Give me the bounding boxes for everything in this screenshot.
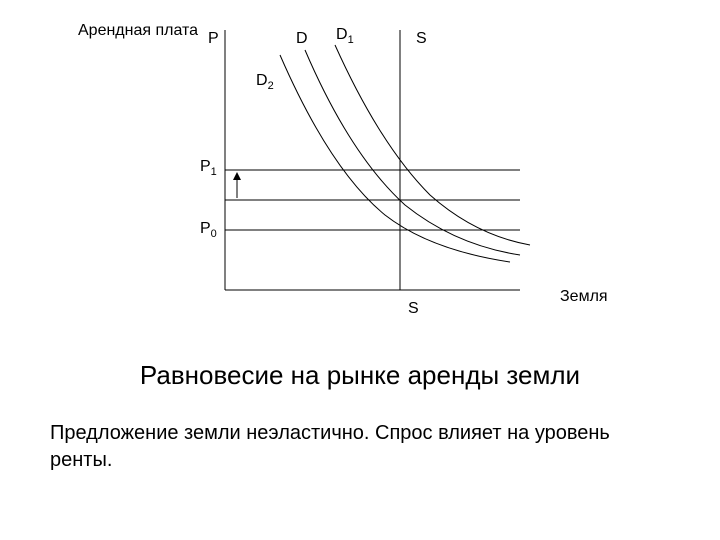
label-p0: P0 [200, 220, 217, 240]
label-d2: D2 [256, 72, 274, 92]
page-title: Равновесие на рынке аренды земли [0, 360, 720, 391]
label-s-bottom: S [408, 300, 419, 318]
demand-curve-d [305, 50, 520, 255]
demand-curve-d1 [335, 45, 530, 245]
label-s-top: S [416, 30, 427, 48]
label-d: D [296, 30, 308, 48]
demand-curve-d2 [280, 55, 510, 262]
arrow-head-icon [233, 172, 241, 180]
body-text: Предложение земли неэластично. Спрос вли… [50, 420, 670, 474]
y-axis-title: Арендная плата [78, 22, 198, 40]
label-p1: P1 [200, 158, 217, 178]
label-d1: D1 [336, 26, 354, 46]
x-axis-title: Земля [560, 288, 608, 306]
label-p: P [208, 30, 219, 48]
